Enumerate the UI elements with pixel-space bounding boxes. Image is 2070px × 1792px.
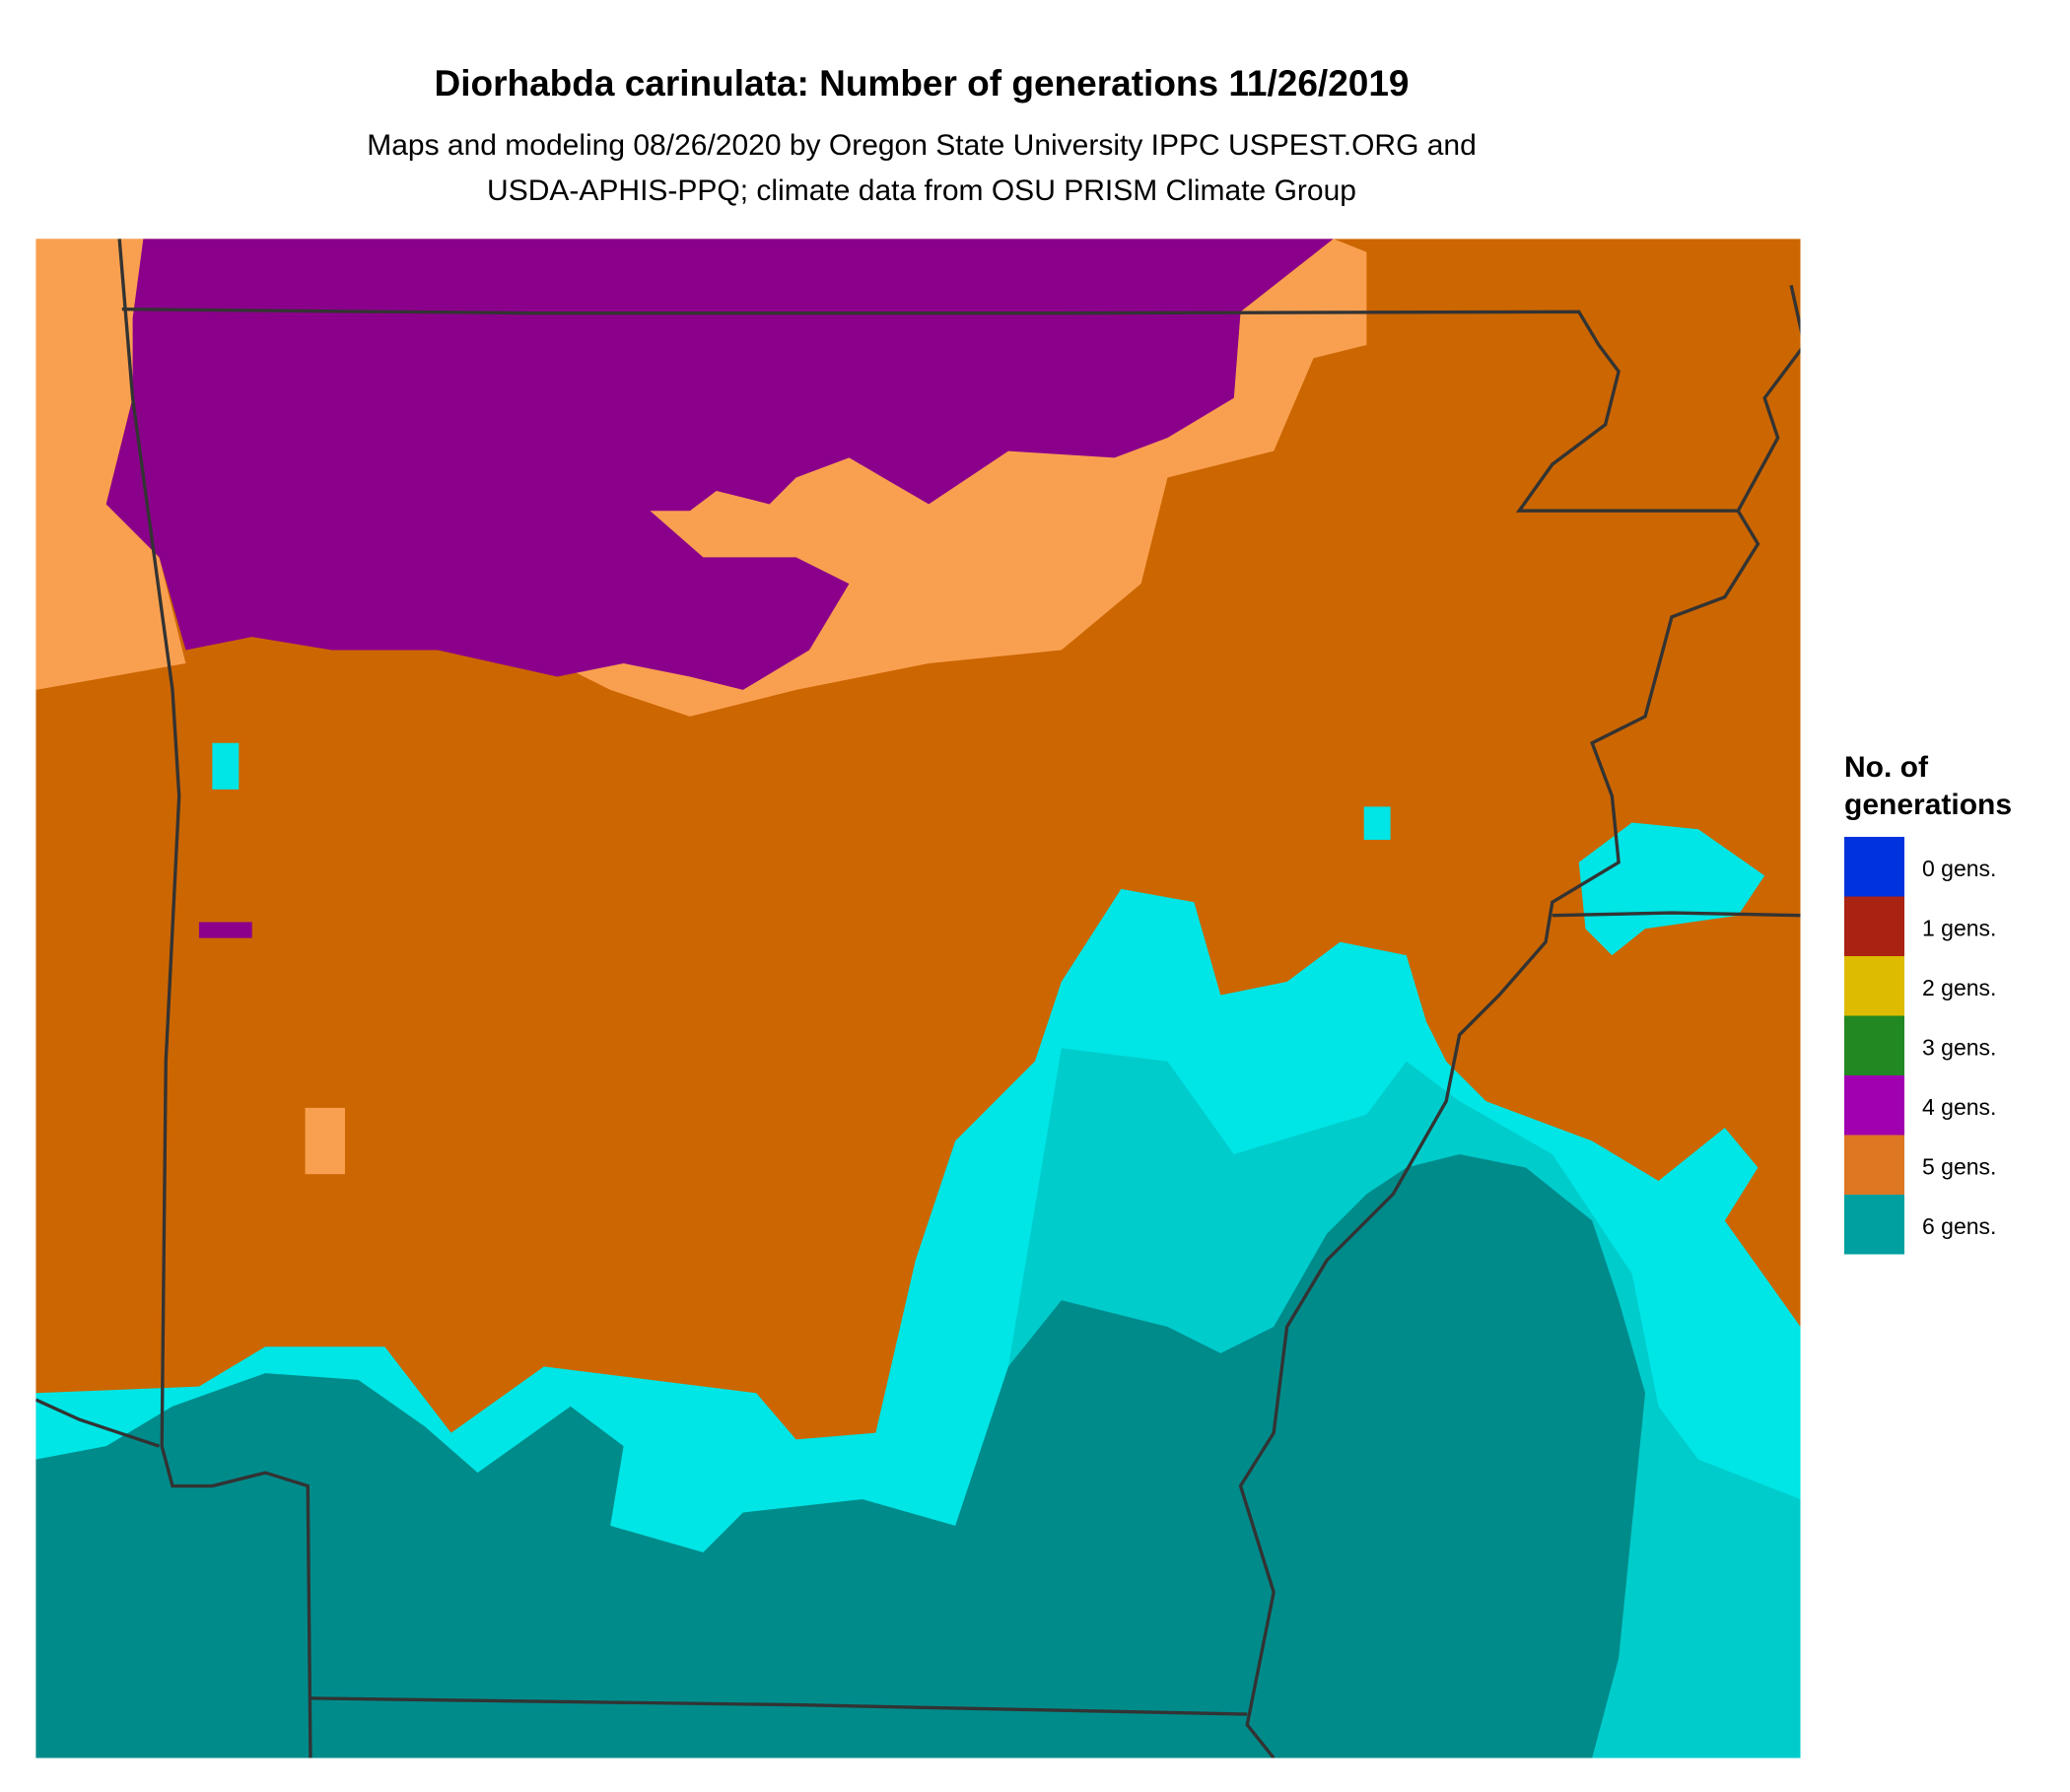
legend-swatch: [1844, 837, 1904, 897]
legend-swatch: [1844, 1135, 1904, 1195]
region-4-gens: [198, 922, 252, 938]
legend-title: generations: [1844, 789, 2012, 821]
region-light-5: [305, 1107, 345, 1175]
legend-swatch: [1844, 896, 1904, 956]
title: Diorhabda carinulata: Number of generati…: [434, 63, 1409, 103]
legend-label: 6 gens.: [1922, 1213, 1996, 1239]
legend: 0 gens. 1 gens. 2 gens. 3 gens. 4 gens. 5 gen…: [1844, 837, 1996, 1255]
legend-swatch: [1844, 956, 1904, 1016]
legend-label: 5 gens.: [1922, 1154, 1996, 1180]
map: [35, 239, 1801, 1758]
subtitle: USDA-APHIS-PPQ; climate data from OSU PR…: [487, 174, 1356, 207]
legend-label: 3 gens.: [1922, 1035, 1996, 1061]
subtitle: Maps and modeling 08/26/2020 by Oregon S…: [367, 129, 1477, 162]
legend-swatch: [1844, 1015, 1904, 1075]
legend-label: 0 gens.: [1922, 856, 1996, 881]
legend-swatch: [1844, 1075, 1904, 1136]
legend-label: 4 gens.: [1922, 1094, 1996, 1120]
legend-label: 1 gens.: [1922, 916, 1996, 941]
region-4-gens: [105, 239, 1334, 690]
region-6-gens: [1363, 806, 1391, 841]
legend-label: 2 gens.: [1922, 975, 1996, 1000]
borders: [35, 239, 1801, 1758]
legend-swatch: [1844, 1195, 1904, 1255]
region-6-gens-light: [1578, 822, 1765, 956]
legend-title: No. of: [1844, 751, 1929, 784]
region-6-gens-dark: [35, 1154, 1646, 1758]
region-light-5: [35, 239, 186, 690]
region-6-gens: [212, 742, 240, 790]
